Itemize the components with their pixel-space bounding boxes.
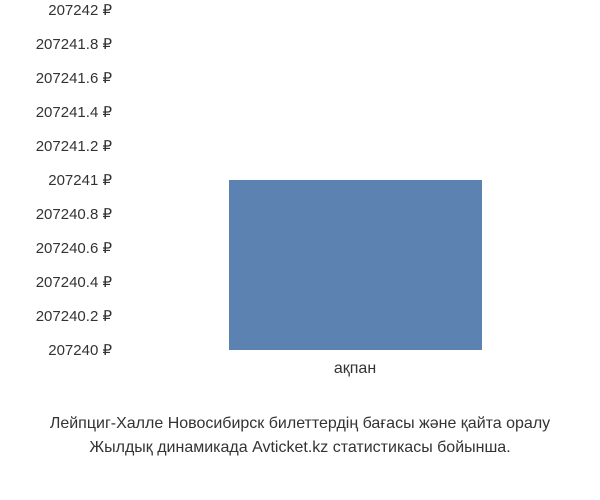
caption-line-2: Жылдық динамикада Avticket.kz статистика… <box>5 436 595 460</box>
chart-caption: Лейпциг-Халле Новосибирск билеттердің ба… <box>0 412 600 460</box>
y-tick-label: 207241.8 ₽ <box>0 35 112 53</box>
y-tick-label: 207240.2 ₽ <box>0 307 112 325</box>
plot-area <box>125 10 585 350</box>
x-axis: ақпан <box>125 355 585 380</box>
chart-container: 207242 ₽ 207241.8 ₽ 207241.6 ₽ 207241.4 ₽ 20… <box>0 0 600 380</box>
y-tick-label: 207242 ₽ <box>0 1 112 19</box>
y-tick-label: 207240.4 ₽ <box>0 273 112 291</box>
bar <box>229 180 482 350</box>
y-axis: 207242 ₽207241.8 ₽207241.6 ₽207241.4 ₽20… <box>0 10 120 350</box>
x-axis-label: ақпан <box>334 360 376 378</box>
caption-line-1: Лейпциг-Халле Новосибирск билеттердің ба… <box>5 412 595 436</box>
y-tick-label: 207241.2 ₽ <box>0 137 112 155</box>
y-tick-label: 207241.6 ₽ <box>0 69 112 87</box>
y-tick-label: 207241.4 ₽ <box>0 103 112 121</box>
y-tick-label: 207240.8 ₽ <box>0 205 112 223</box>
y-tick-label: 207241 ₽ <box>0 171 112 189</box>
y-tick-label: 207240 ₽ <box>0 341 112 359</box>
y-tick-label: 207240.6 ₽ <box>0 239 112 257</box>
